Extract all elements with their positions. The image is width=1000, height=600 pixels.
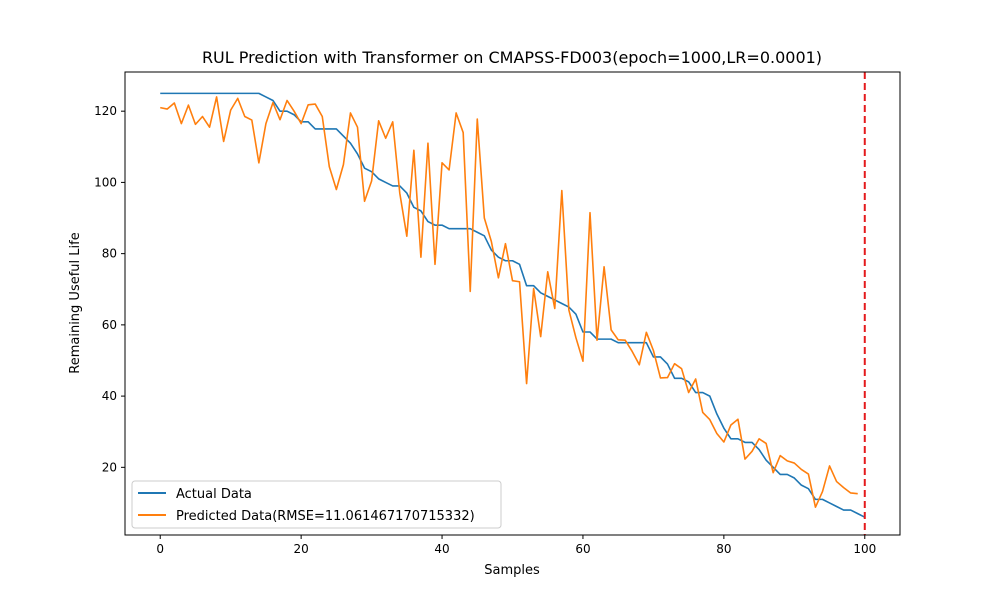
x-tick-label: 80 [716,542,731,556]
x-tick-label: 40 [434,542,449,556]
x-tick-label: 60 [575,542,590,556]
axis-ticks: 0 20 40 60 80 100 20 40 60 80 100 120 [94,104,876,556]
y-tick-label: 100 [94,175,117,189]
y-tick-label: 20 [102,460,117,474]
actual-data-line [160,92,866,518]
x-tick-label: 100 [853,542,876,556]
legend: Actual Data Predicted Data(RMSE=11.06146… [131,480,502,529]
y-tick-label: 80 [102,247,117,261]
legend-box [131,480,502,529]
y-tick-label: 60 [102,318,117,332]
y-tick-label: 40 [102,389,117,403]
x-tick-label: 20 [293,542,308,556]
series-lines [160,92,866,518]
plot-area [125,72,900,535]
x-axis-title: Samples [484,563,540,578]
x-tick-label: 0 [156,542,164,556]
y-tick-label: 120 [94,104,117,118]
legend-label-actual: Actual Data [176,487,252,502]
y-axis-title: Remaining Useful Life [68,232,83,373]
legend-label-predicted: Predicted Data(RMSE=11.061467170715332) [176,509,475,524]
plot-frame [124,71,901,536]
chart-title: RUL Prediction with Transformer on CMAPS… [202,48,822,67]
predicted-data-line [160,96,858,509]
